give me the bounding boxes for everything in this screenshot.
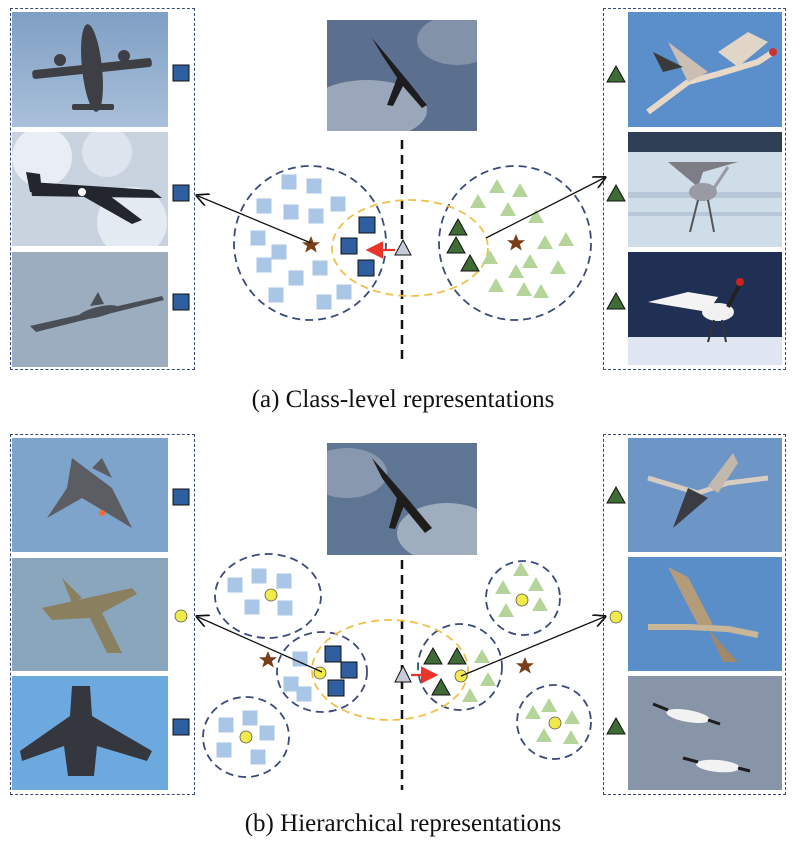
marker-b-right-1 [606,486,626,504]
panel-a-left [10,8,195,370]
photo-a-left-2 [12,132,168,246]
fighter-jet-icon [42,578,137,653]
marker-a-right-3 [606,292,626,310]
bird-icon [372,458,432,533]
squares-a-light [250,174,352,310]
caption-class-level: (a) Class-level representations [251,386,555,413]
triangles-a-dark [446,218,480,272]
marker-a-left-3 [172,293,190,311]
triangles-b-top [495,562,548,617]
marker-b-right-2 [609,610,623,624]
query-triangle-b [394,664,412,683]
arrow-b-right [460,617,604,677]
cluster-b-squares-top [214,553,322,639]
photo-a-right-2 [628,132,782,247]
crane-icon [652,702,751,773]
marker-a-right-2 [606,184,626,202]
photo-a-right-3 [628,252,782,365]
triangles-b-bottom [525,698,580,744]
squares-b-mid [283,645,358,702]
crane-icon [647,453,769,528]
marker-b-left-1 [172,488,190,506]
caption-hierarchical: (b) Hierarchical representations [244,810,562,837]
photo-a-right-1 [628,12,782,127]
cluster-b-triangles-top [485,560,561,636]
cluster-b-triangles-bottom [516,684,592,760]
cluster-a-triangles [438,165,592,321]
marker-a-left-1 [172,64,190,82]
photo-b-right-1 [628,438,782,552]
squares-a-dark [340,216,376,277]
query-image-b [327,443,477,555]
photo-a-left-1 [12,12,168,127]
bird-icon [372,38,427,108]
photo-b-left-1 [12,438,168,552]
marker-b-left-2 [174,609,188,623]
photo-b-right-2 [628,557,782,671]
arrow-b-left [198,617,323,673]
prototype-ellipse-b [311,619,469,721]
panel-a-right [603,8,786,370]
cluster-a-squares [233,165,387,321]
star-a-left [302,236,320,253]
fighter-jet-icon [20,686,152,776]
airplane-icon [32,24,152,112]
query-triangle-a [394,238,412,256]
marker-b-left-3 [172,718,190,736]
query-image-a [327,20,477,131]
photo-b-left-2 [12,558,168,671]
photo-b-left-3 [12,676,168,790]
photo-b-right-3 [628,676,782,790]
crane-icon [668,162,738,233]
fighter-jet-icon [47,458,132,528]
cluster-b-squares-bottom [202,696,290,778]
squares-b-bottom [216,710,275,765]
star-a-right [507,234,525,251]
cluster-b-triangles-mid [417,623,503,711]
marker-a-left-2 [172,184,190,202]
prototype-ellipse-a [331,199,489,297]
arrow-a-left [198,196,312,244]
squares-b-top [227,568,293,616]
crane-icon [648,567,759,662]
triangles-b-mid [423,647,496,702]
marker-a-right-1 [606,65,626,83]
arrow-a-right [485,178,604,239]
airplane-icon [30,292,164,332]
airplane-icon [26,172,162,224]
photo-a-left-3 [12,252,168,367]
crane-icon [648,278,744,343]
cluster-b-squares-mid [276,631,368,713]
crane-icon [646,32,777,115]
star-b-left [259,651,277,668]
star-b-right [516,657,534,674]
marker-b-right-3 [606,717,626,735]
